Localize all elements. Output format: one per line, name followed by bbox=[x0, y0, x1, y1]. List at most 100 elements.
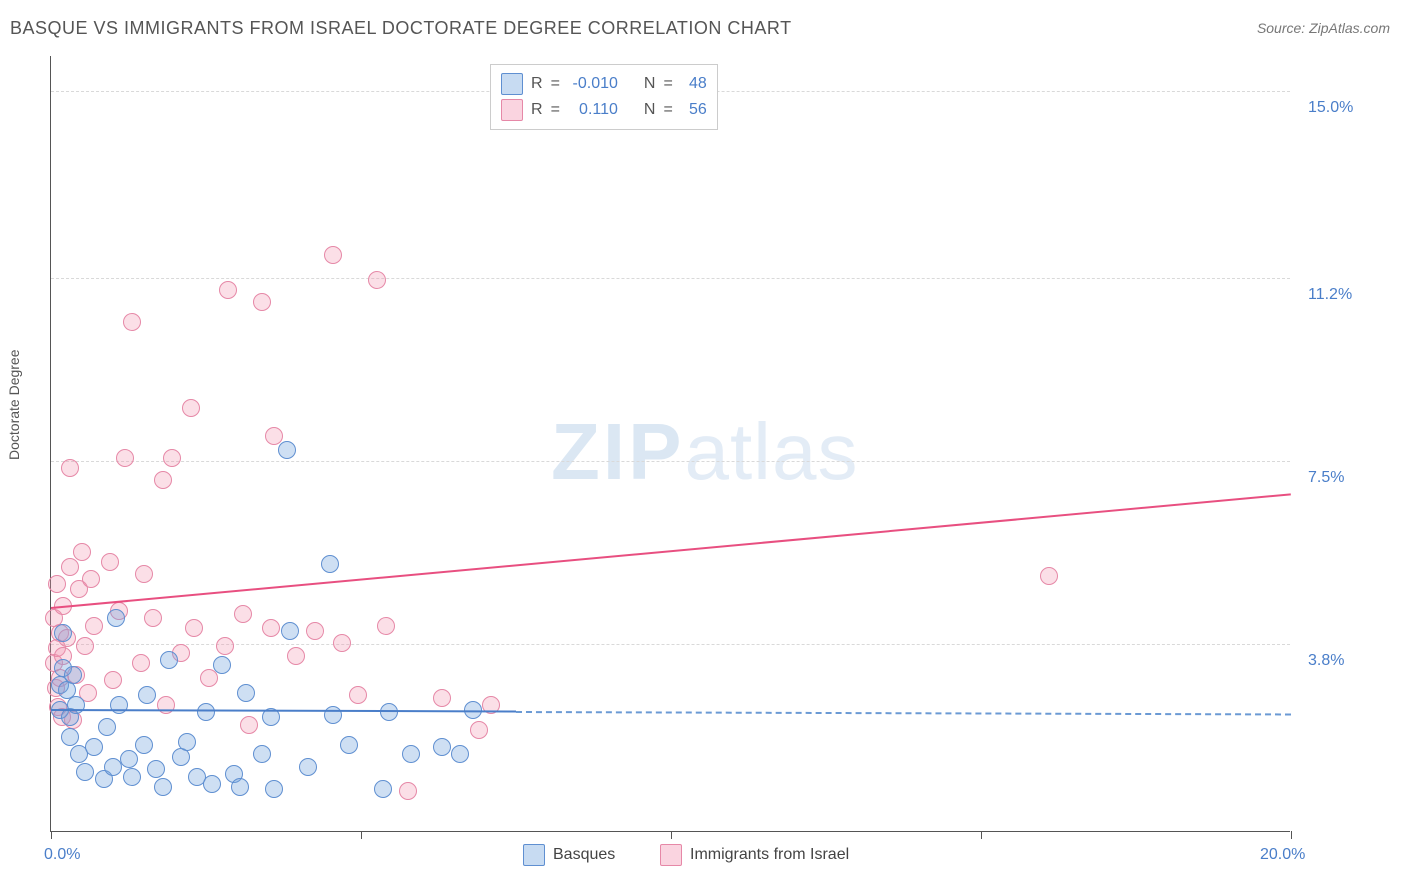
ytick-label: 15.0% bbox=[1308, 99, 1353, 117]
gridline bbox=[51, 644, 1290, 645]
data-point bbox=[67, 696, 85, 714]
data-point bbox=[374, 780, 392, 798]
xtick bbox=[361, 831, 362, 839]
data-point bbox=[231, 778, 249, 796]
data-point bbox=[138, 686, 156, 704]
data-point bbox=[433, 738, 451, 756]
watermark: ZIPatlas bbox=[551, 406, 858, 498]
data-point bbox=[402, 745, 420, 763]
data-point bbox=[253, 293, 271, 311]
data-point bbox=[107, 609, 125, 627]
data-point bbox=[197, 703, 215, 721]
xtick-label-max: 20.0% bbox=[1260, 846, 1305, 864]
data-point bbox=[433, 689, 451, 707]
data-point bbox=[299, 758, 317, 776]
data-point bbox=[76, 763, 94, 781]
xtick bbox=[671, 831, 672, 839]
y-axis-label: Doctorate Degree bbox=[6, 349, 22, 460]
stat-n-value: 48 bbox=[679, 71, 707, 97]
data-point bbox=[213, 656, 231, 674]
data-point bbox=[132, 654, 150, 672]
data-point bbox=[160, 651, 178, 669]
data-point bbox=[324, 706, 342, 724]
swatch-pink bbox=[660, 844, 682, 866]
data-point bbox=[110, 696, 128, 714]
equals-sign: = bbox=[663, 71, 672, 97]
ytick-label: 7.5% bbox=[1308, 469, 1344, 487]
equals-sign: = bbox=[663, 97, 672, 123]
data-point bbox=[321, 555, 339, 573]
data-point bbox=[61, 728, 79, 746]
data-point bbox=[61, 558, 79, 576]
data-point bbox=[98, 718, 116, 736]
data-point bbox=[82, 570, 100, 588]
data-point bbox=[203, 775, 221, 793]
stat-r-label: R bbox=[531, 71, 543, 97]
data-point bbox=[451, 745, 469, 763]
trend-line bbox=[51, 493, 1291, 609]
equals-sign: = bbox=[551, 97, 560, 123]
data-point bbox=[48, 575, 66, 593]
xtick bbox=[1291, 831, 1292, 839]
legend-stat-row: R=-0.010N=48 bbox=[501, 71, 707, 97]
data-point bbox=[234, 605, 252, 623]
data-point bbox=[64, 666, 82, 684]
legend-label-basques: Basques bbox=[553, 846, 615, 864]
data-point bbox=[377, 617, 395, 635]
data-point bbox=[120, 750, 138, 768]
stat-r-value: 0.110 bbox=[566, 97, 618, 123]
legend-item-basques: Basques bbox=[523, 844, 615, 866]
legend-item-israel: Immigrants from Israel bbox=[660, 844, 849, 866]
data-point bbox=[104, 671, 122, 689]
xtick bbox=[981, 831, 982, 839]
data-point bbox=[154, 471, 172, 489]
trend-line-dash bbox=[516, 711, 1291, 715]
swatch-pink bbox=[501, 99, 523, 121]
xtick-label-min: 0.0% bbox=[44, 846, 80, 864]
data-point bbox=[262, 619, 280, 637]
data-point bbox=[163, 449, 181, 467]
swatch-blue bbox=[501, 73, 523, 95]
data-point bbox=[85, 617, 103, 635]
data-point bbox=[265, 427, 283, 445]
data-point bbox=[1040, 567, 1058, 585]
data-point bbox=[253, 745, 271, 763]
data-point bbox=[185, 619, 203, 637]
data-point bbox=[219, 281, 237, 299]
gridline bbox=[51, 461, 1290, 462]
chart-title: BASQUE VS IMMIGRANTS FROM ISRAEL DOCTORA… bbox=[10, 18, 792, 39]
chart-container: BASQUE VS IMMIGRANTS FROM ISRAEL DOCTORA… bbox=[0, 0, 1406, 892]
data-point bbox=[324, 246, 342, 264]
legend-stat-row: R=0.110N=56 bbox=[501, 97, 707, 123]
data-point bbox=[333, 634, 351, 652]
data-point bbox=[73, 543, 91, 561]
stat-n-value: 56 bbox=[679, 97, 707, 123]
gridline bbox=[51, 278, 1290, 279]
data-point bbox=[178, 733, 196, 751]
data-point bbox=[144, 609, 162, 627]
data-point bbox=[116, 449, 134, 467]
data-point bbox=[380, 703, 398, 721]
data-point bbox=[278, 441, 296, 459]
data-point bbox=[123, 768, 141, 786]
stat-r-label: R bbox=[531, 97, 543, 123]
data-point bbox=[76, 637, 94, 655]
xtick bbox=[51, 831, 52, 839]
stat-r-value: -0.010 bbox=[566, 71, 618, 97]
stat-n-label: N bbox=[644, 97, 656, 123]
data-point bbox=[101, 553, 119, 571]
data-point bbox=[237, 684, 255, 702]
data-point bbox=[306, 622, 324, 640]
data-point bbox=[216, 637, 234, 655]
data-point bbox=[281, 622, 299, 640]
swatch-blue bbox=[523, 844, 545, 866]
plot-area: ZIPatlas bbox=[50, 56, 1290, 832]
data-point bbox=[123, 313, 141, 331]
data-point bbox=[470, 721, 488, 739]
stat-n-label: N bbox=[644, 71, 656, 97]
watermark-atlas: atlas bbox=[684, 407, 858, 496]
data-point bbox=[368, 271, 386, 289]
data-point bbox=[54, 624, 72, 642]
data-point bbox=[135, 736, 153, 754]
data-point bbox=[154, 778, 172, 796]
